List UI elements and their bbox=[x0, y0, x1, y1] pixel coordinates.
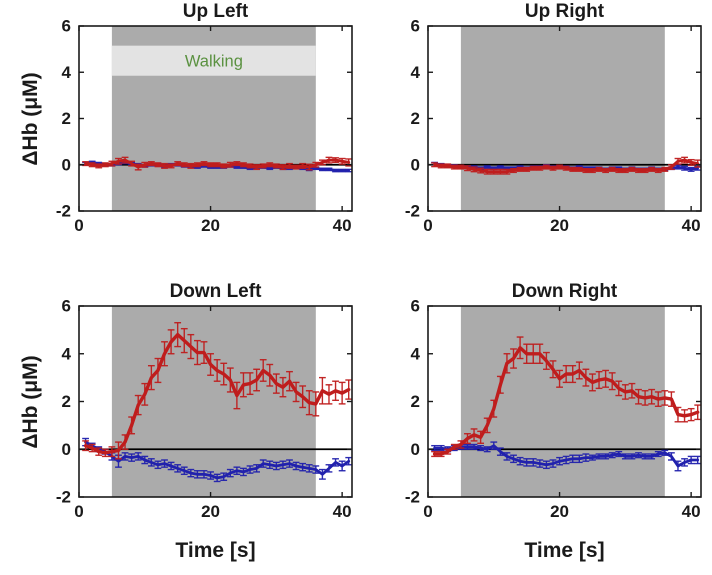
subplot-title-up-left: Up Left bbox=[182, 1, 249, 22]
x-tick-label: 40 bbox=[682, 502, 701, 521]
walking-shaded-region bbox=[460, 306, 665, 497]
x-tick-label: 40 bbox=[682, 216, 701, 235]
walking-annotation-text: Walking bbox=[185, 53, 243, 71]
subplot-title-down-right: Down Right bbox=[511, 281, 618, 302]
y-tick-label: 4 bbox=[411, 63, 421, 82]
series-line-red bbox=[83, 332, 351, 455]
series-blue-down-right bbox=[431, 441, 702, 472]
y-tick-label: 2 bbox=[411, 392, 420, 411]
y-axis-label-top-row: ΔHb (μM) bbox=[19, 72, 42, 166]
series-line-blue bbox=[84, 440, 351, 480]
series-red-down-left bbox=[82, 322, 353, 460]
x-tick-label: 20 bbox=[201, 502, 220, 521]
series-blue-down-left bbox=[82, 437, 353, 483]
y-tick-label: -2 bbox=[405, 488, 420, 507]
x-tick-label: 0 bbox=[74, 502, 83, 521]
y-tick-label: 6 bbox=[62, 297, 71, 316]
series-red-up-left bbox=[82, 156, 353, 171]
y-tick-label: -2 bbox=[405, 202, 420, 221]
y-tick-label: 2 bbox=[62, 109, 71, 128]
y-tick-label: 4 bbox=[411, 344, 421, 363]
series-line-red bbox=[84, 158, 351, 169]
x-tick-label: 40 bbox=[333, 216, 352, 235]
x-axis-label-down-right: Time [s] bbox=[524, 539, 605, 562]
series-red-down-right bbox=[431, 336, 702, 458]
x-tick-label: 40 bbox=[333, 502, 352, 521]
y-tick-label: 6 bbox=[62, 17, 71, 36]
y-tick-label: 0 bbox=[411, 155, 420, 174]
y-tick-label: 4 bbox=[62, 344, 72, 363]
series-line-red bbox=[433, 158, 700, 174]
y-axis-label-bottom-row: ΔHb (μM) bbox=[19, 355, 42, 449]
series-line-red bbox=[432, 346, 700, 456]
subplot-title-up-right: Up Right bbox=[524, 1, 605, 22]
y-tick-label: 0 bbox=[62, 155, 71, 174]
x-axis-label-down-left: Time [s] bbox=[175, 539, 256, 562]
series-line-blue bbox=[433, 444, 700, 468]
x-tick-label: 20 bbox=[550, 502, 569, 521]
x-tick-label: 20 bbox=[550, 216, 569, 235]
walking-annotation-band bbox=[111, 45, 316, 76]
y-tick-label: 6 bbox=[411, 297, 420, 316]
y-tick-label: 0 bbox=[411, 440, 420, 459]
y-tick-label: 2 bbox=[411, 109, 420, 128]
y-tick-label: -2 bbox=[56, 202, 71, 221]
y-tick-label: 6 bbox=[411, 17, 420, 36]
series-red-up-right bbox=[431, 156, 702, 175]
x-tick-label: 0 bbox=[74, 216, 83, 235]
y-tick-label: 0 bbox=[62, 440, 71, 459]
x-tick-label: 0 bbox=[423, 216, 432, 235]
y-tick-label: -2 bbox=[56, 488, 71, 507]
walking-shaded-region bbox=[460, 26, 665, 211]
y-tick-label: 4 bbox=[62, 63, 72, 82]
subplot-title-down-left: Down Left bbox=[169, 281, 262, 302]
x-tick-label: 20 bbox=[201, 216, 220, 235]
x-tick-label: 0 bbox=[423, 502, 432, 521]
y-tick-label: 2 bbox=[62, 392, 71, 411]
